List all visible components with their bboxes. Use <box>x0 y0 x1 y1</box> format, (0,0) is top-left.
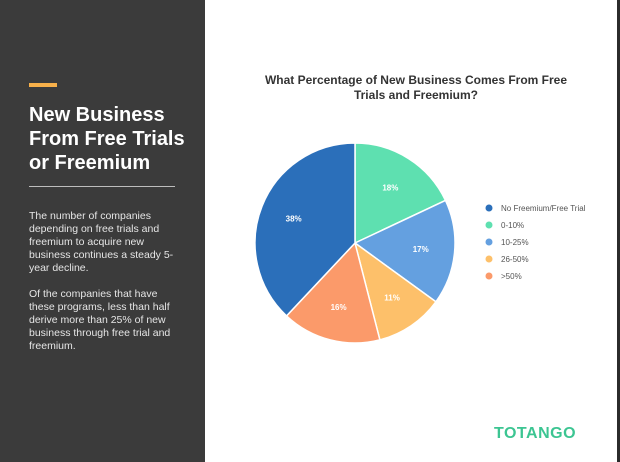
legend-marker-no-freemium-free-trial <box>485 204 493 212</box>
slice-label-50: 16% <box>331 303 347 312</box>
sidebar-paragraph-2: Of the companies that have these program… <box>29 288 171 352</box>
legend-label-no-freemium-free-trial: No Freemium/Free Trial <box>501 204 586 213</box>
slice-label-10-25: 17% <box>413 245 429 254</box>
sidebar-divider <box>29 186 175 187</box>
pie-slice-50 <box>285 241 381 344</box>
pie-slice-0-10 <box>354 142 447 245</box>
sidebar-panel: New Business From Free Trials or Freemiu… <box>0 0 205 462</box>
slice-label-26-50: 11% <box>384 294 400 303</box>
accent-bar <box>29 83 57 87</box>
legend-label-50: >50% <box>501 272 522 281</box>
legend-marker-0-10 <box>485 221 493 229</box>
slice-label-0-10: 18% <box>382 183 398 192</box>
legend-label-0-10: 0-10% <box>501 221 524 230</box>
right-edge-border <box>617 0 620 462</box>
legend-marker-26-50 <box>485 255 493 263</box>
legend-label-26-50: 26-50% <box>501 255 529 264</box>
sidebar-title: New Business From Free Trials or Freemiu… <box>29 104 185 174</box>
pie-slice-no-freemium-free-trial <box>254 142 356 317</box>
sidebar-paragraph-1: The number of companies depending on fre… <box>29 210 174 274</box>
pie-slice-26-50 <box>353 241 437 341</box>
legend-marker-10-25 <box>485 238 493 246</box>
pie-slice-10-25 <box>353 199 456 303</box>
legend-marker-50 <box>485 272 493 280</box>
slice-label-no-freemium-free-trial: 38% <box>286 215 302 224</box>
totango-logo: TOTANGO <box>494 425 577 442</box>
chart-title: What Percentage of New Business Comes Fr… <box>264 73 568 102</box>
legend-label-10-25: 10-25% <box>501 238 529 247</box>
